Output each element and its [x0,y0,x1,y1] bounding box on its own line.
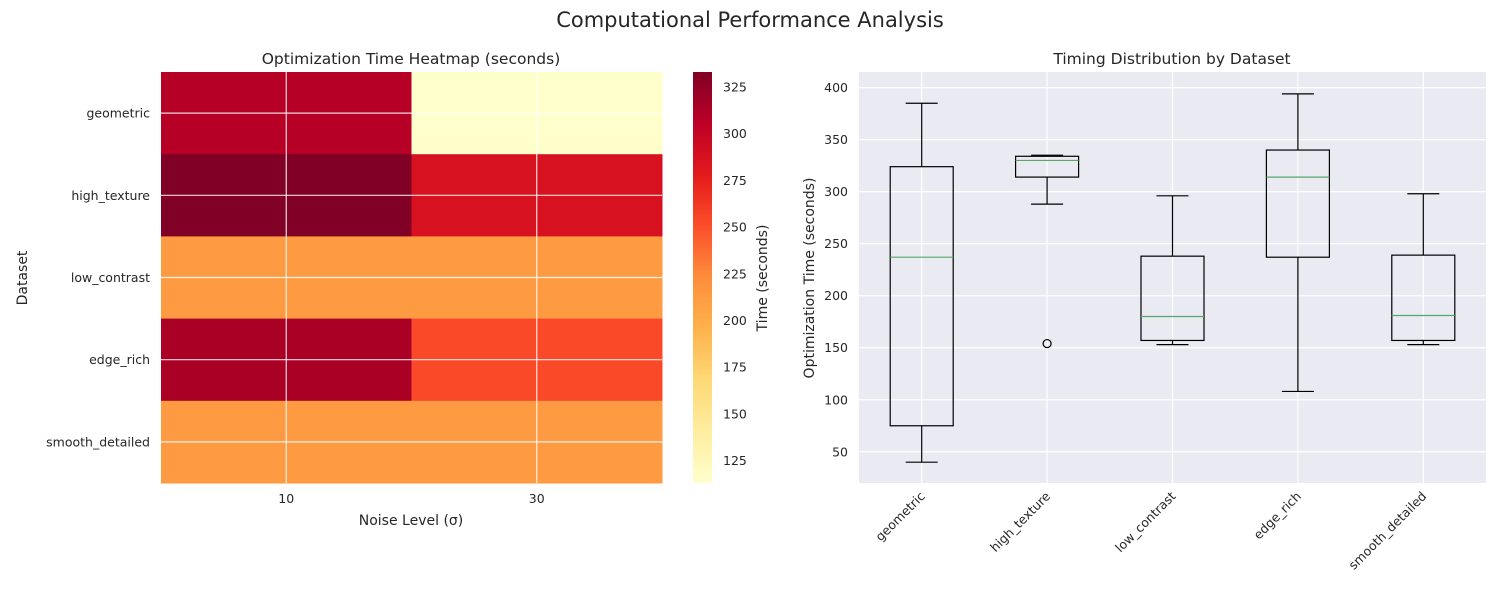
boxplot-y-tick-label: 50 [832,444,848,459]
colorbar-ticks: 125 150 175 200 225 250 275 300 325 [723,79,747,468]
boxplot-box-group [1391,193,1456,346]
boxplot-y-tick-label: 300 [824,184,848,199]
colorbar-tick-label: 300 [723,126,747,141]
boxplot-y-tick-label: 100 [824,392,848,407]
boxplot-x-tick-label: high_texture [987,488,1053,554]
colorbar-tick-label: 250 [723,220,747,235]
heatmap-title: Optimization Time Heatmap (seconds) [262,50,561,68]
heatmap-y-ticks: geometric high_texture low_contrast edge_ri… [46,106,150,450]
boxplot-y-tick-label: 400 [824,80,848,95]
heatmap-y-axis-label: Dataset [15,250,31,305]
boxplot-y-tick-label: 250 [824,236,848,251]
boxplot-x-ticks: geometric high_texture low_contrast edge_ri… [872,488,1429,572]
boxplot-y-tick-label: 150 [824,340,848,355]
boxplot-panel: Timing Distribution by Dataset 50 100 150 2… [802,50,1486,573]
heatmap-grid [161,72,662,483]
boxplot-box-group [1265,93,1331,393]
boxplot-y-axis-label: Optimization Time (seconds) [802,178,818,379]
colorbar-tick-label: 275 [723,173,747,188]
colorbar-tick-label: 325 [723,79,747,94]
boxplot-box [889,166,954,427]
boxplot-y-tick-label: 350 [824,132,848,147]
boxplot-x-tick-label: smooth_detailed [1345,489,1429,573]
boxplot-x-tick-label: low_contrast [1112,488,1179,555]
boxplot-y-ticks: 50 100 150 200 250 300 350 400 [824,80,848,459]
boxplot-box [1391,254,1456,342]
colorbar-tick-label: 225 [723,266,747,281]
colorbar: 125 150 175 200 225 250 275 300 325 Time (second… [693,72,771,483]
heatmap-y-tick-label: edge_rich [89,352,150,367]
figure-title: Computational Performance Analysis [556,8,944,32]
heatmap-y-tick-label: high_texture [71,188,150,203]
heatmap-y-tick-label: low_contrast [71,270,150,285]
boxplot-outlier [1042,338,1052,349]
boxplot-x-tick-label: edge_rich [1250,489,1304,543]
boxplot-grid [859,72,1486,483]
heatmap-x-axis-label: Noise Level (σ) [359,513,464,529]
boxplot-box-group [889,102,954,463]
colorbar-tick-label: 150 [723,406,747,421]
boxplot-y-tick-label: 200 [824,288,848,303]
colorbar-tick-label: 200 [723,313,747,328]
heatmap-x-tick-label: 10 [278,491,294,506]
colorbar-label: Time (seconds) [755,225,771,333]
colorbar-tick-label: 125 [723,453,747,468]
heatmap-x-tick-label: 30 [529,491,545,506]
boxplot-x-tick-label: geometric [872,488,928,544]
colorbar-tick-label: 175 [723,360,747,375]
boxplot-title: Timing Distribution by Dataset [1052,50,1290,68]
heatmap-y-tick-label: geometric [86,106,150,121]
boxplot-box [1140,255,1205,342]
boxplot-box-group [1014,154,1080,349]
boxplot-box-group [1140,195,1205,346]
boxplot-box [1265,149,1331,258]
boxplot-boxes [889,93,1456,463]
colorbar-gradient [693,72,712,483]
heatmap-y-tick-label: smooth_detailed [46,434,150,449]
heatmap-x-ticks: 10 30 [278,491,544,506]
heatmap-panel: Optimization Time Heatmap (seconds) geom… [15,50,663,529]
boxplot-box [1014,155,1080,178]
